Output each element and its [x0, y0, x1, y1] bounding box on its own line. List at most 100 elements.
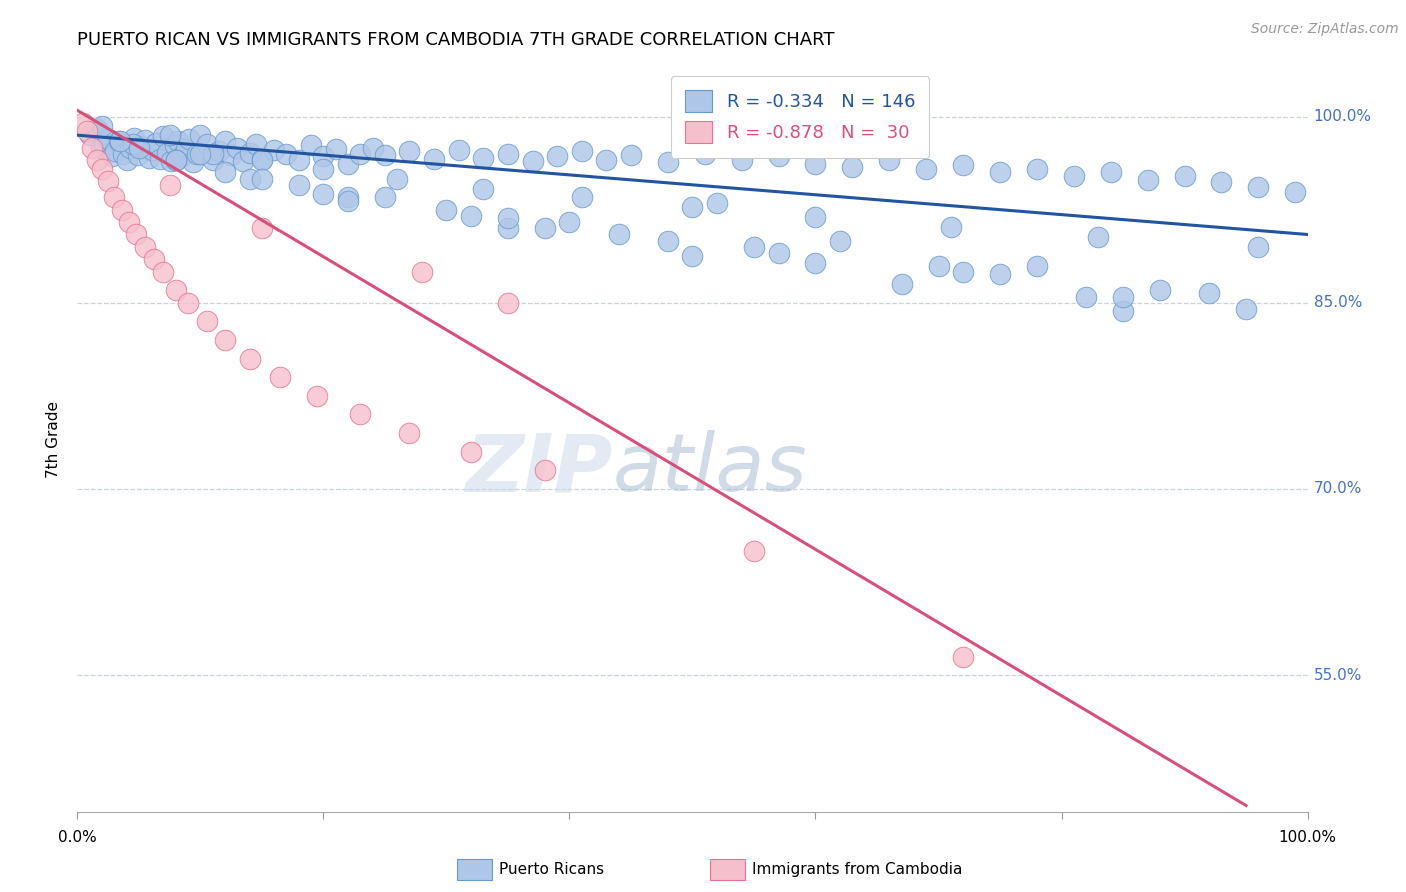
Point	[496, 146, 519, 161]
Point	[177, 295, 200, 310]
Point	[374, 148, 396, 162]
Point	[245, 136, 267, 151]
Point	[1112, 304, 1135, 318]
Point	[263, 143, 285, 157]
Point	[890, 277, 912, 292]
Point	[159, 178, 181, 192]
Point	[1112, 289, 1135, 303]
Point	[121, 136, 143, 151]
Point	[122, 130, 145, 145]
Point	[879, 153, 901, 167]
Point	[214, 333, 236, 347]
Point	[201, 146, 224, 161]
Point	[952, 265, 974, 279]
Point	[195, 314, 218, 328]
Point	[165, 284, 187, 298]
Point	[374, 190, 396, 204]
Point	[1026, 259, 1049, 273]
Point	[214, 135, 236, 149]
Point	[101, 149, 124, 163]
Point	[163, 138, 186, 153]
Point	[276, 146, 298, 161]
Legend: R = -0.334   N = 146, R = -0.878   N =  30: R = -0.334 N = 146, R = -0.878 N = 30	[671, 76, 929, 158]
Point	[1136, 173, 1159, 187]
Point	[1284, 186, 1306, 200]
Point	[232, 154, 254, 169]
Point	[170, 149, 193, 163]
Point	[657, 155, 679, 169]
Point	[86, 122, 108, 136]
Point	[97, 132, 120, 146]
Point	[657, 234, 679, 248]
Point	[239, 171, 262, 186]
Point	[76, 124, 98, 138]
Text: 70.0%: 70.0%	[1313, 482, 1362, 497]
Text: PUERTO RICAN VS IMMIGRANTS FROM CAMBODIA 7TH GRADE CORRELATION CHART: PUERTO RICAN VS IMMIGRANTS FROM CAMBODIA…	[77, 31, 835, 49]
Point	[1247, 180, 1270, 194]
Point	[411, 265, 433, 279]
Point	[108, 135, 131, 149]
Point	[988, 165, 1011, 179]
Point	[939, 220, 962, 235]
Point	[307, 389, 329, 403]
Point	[239, 145, 262, 160]
Point	[181, 155, 204, 169]
Point	[201, 153, 224, 167]
Point	[693, 146, 716, 161]
Point	[127, 148, 149, 162]
Text: 85.0%: 85.0%	[1313, 295, 1362, 310]
Point	[103, 190, 125, 204]
Point	[496, 221, 519, 235]
Point	[1247, 240, 1270, 254]
Point	[607, 227, 630, 242]
Point	[97, 174, 120, 188]
Point	[325, 142, 347, 156]
Point	[299, 138, 322, 153]
Point	[86, 153, 108, 167]
Point	[188, 128, 212, 143]
Point	[361, 140, 384, 154]
Point	[188, 146, 212, 161]
Point	[952, 158, 974, 172]
Point	[90, 120, 114, 134]
Point	[82, 124, 104, 138]
Point	[385, 171, 409, 186]
Text: atlas: atlas	[613, 430, 807, 508]
Point	[90, 161, 114, 176]
Point	[134, 240, 156, 254]
Point	[558, 215, 581, 229]
Point	[742, 544, 765, 558]
Point	[682, 249, 704, 263]
Point	[208, 145, 231, 159]
Point	[349, 408, 371, 422]
Point	[447, 143, 470, 157]
Point	[167, 135, 190, 149]
Point	[731, 153, 754, 167]
Point	[337, 194, 360, 208]
Point	[111, 202, 132, 217]
Point	[128, 140, 150, 154]
Point	[952, 649, 974, 664]
Point	[250, 221, 273, 235]
Point	[118, 215, 141, 229]
Point	[768, 246, 790, 260]
Point	[250, 171, 273, 186]
Point	[915, 161, 938, 176]
Point	[804, 256, 827, 270]
Point	[546, 149, 568, 163]
Point	[141, 143, 163, 157]
Point	[214, 165, 236, 179]
Text: 55.0%: 55.0%	[1313, 668, 1362, 682]
Point	[534, 463, 557, 477]
Point	[312, 161, 335, 176]
Point	[1026, 161, 1049, 176]
Point	[928, 259, 950, 273]
Point	[571, 190, 593, 204]
Point	[1099, 165, 1122, 179]
Point	[125, 227, 148, 242]
Point	[804, 157, 827, 171]
Point	[682, 200, 704, 214]
Point	[226, 140, 249, 154]
Point	[742, 240, 765, 254]
Point	[337, 190, 360, 204]
